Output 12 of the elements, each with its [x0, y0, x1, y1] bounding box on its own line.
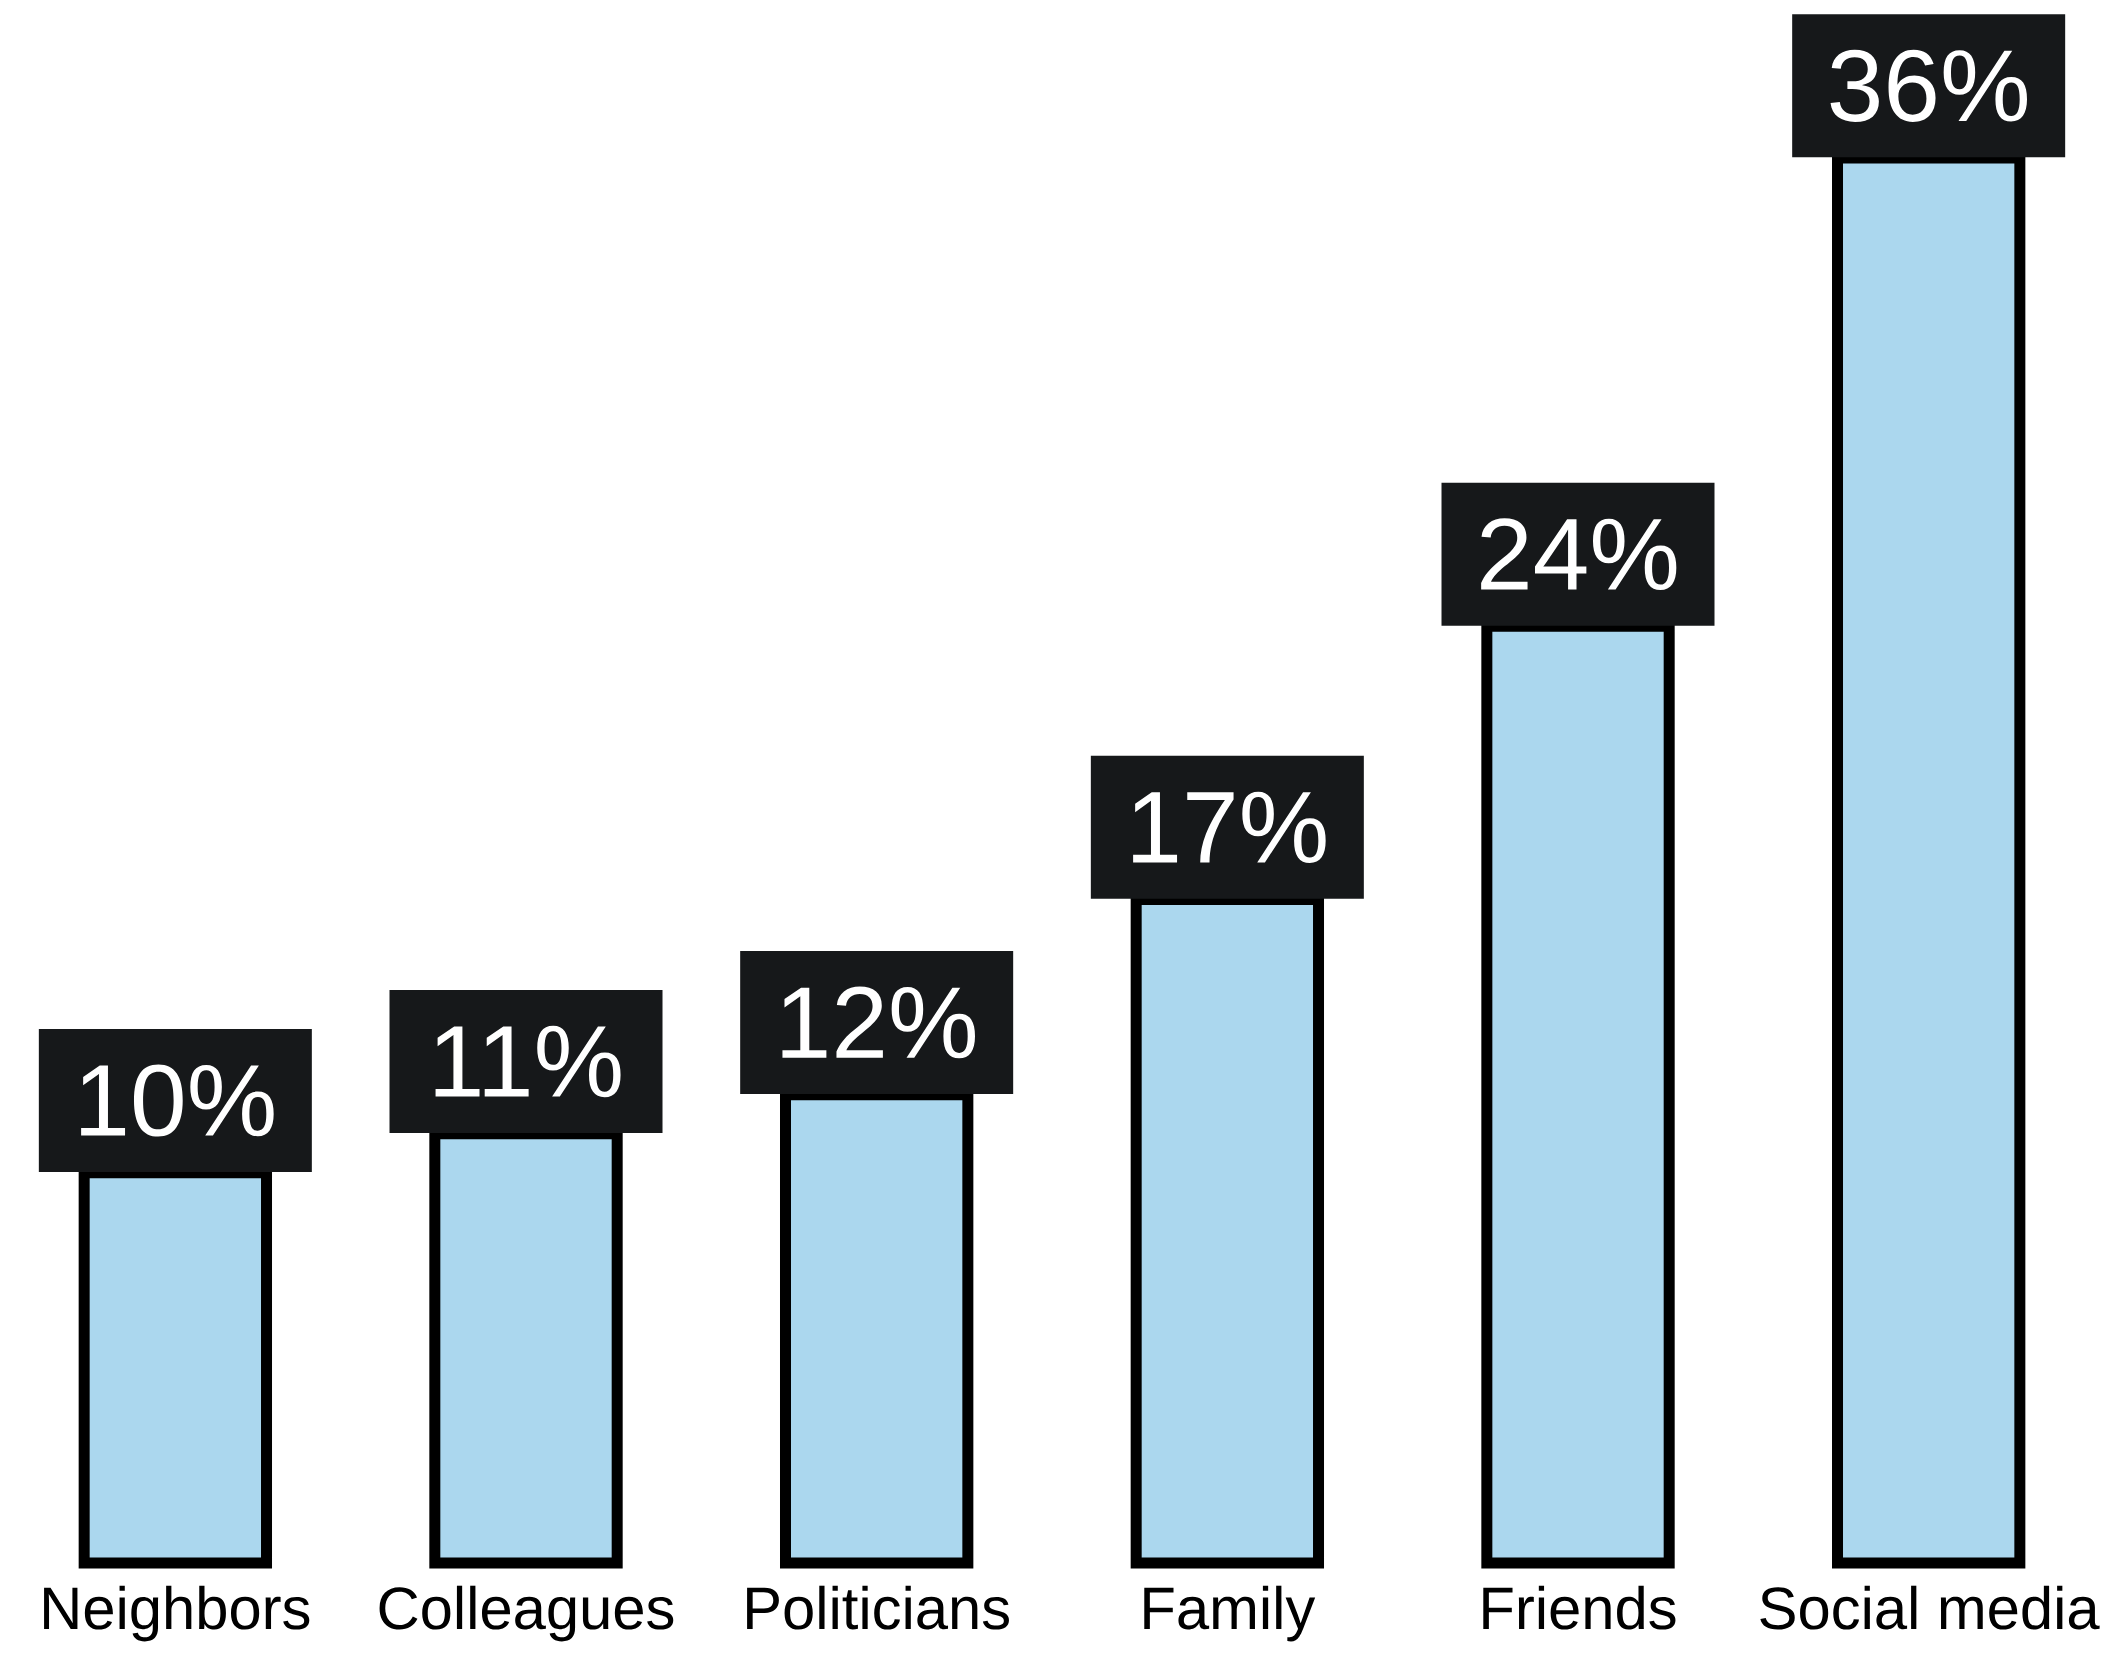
x-tick-label: Social media [1760, 1585, 2100, 1630]
x-tick-label: Family [1144, 1585, 1316, 1642]
x-tick-label: Friends [1483, 1585, 1676, 1630]
x-tick-label: Politicians [747, 1585, 1009, 1630]
x-tick-label: Colleagues [379, 1585, 674, 1642]
data-label: 24% [1481, 518, 1677, 591]
data-label: 11% [435, 1025, 621, 1098]
data-label: 12% [782, 986, 975, 1059]
data-label: 17% [1133, 791, 1326, 864]
data-label: 10% [81, 1064, 274, 1137]
data-label: 36% [1830, 49, 2027, 122]
x-tick-label: Neighbors [44, 1585, 310, 1642]
